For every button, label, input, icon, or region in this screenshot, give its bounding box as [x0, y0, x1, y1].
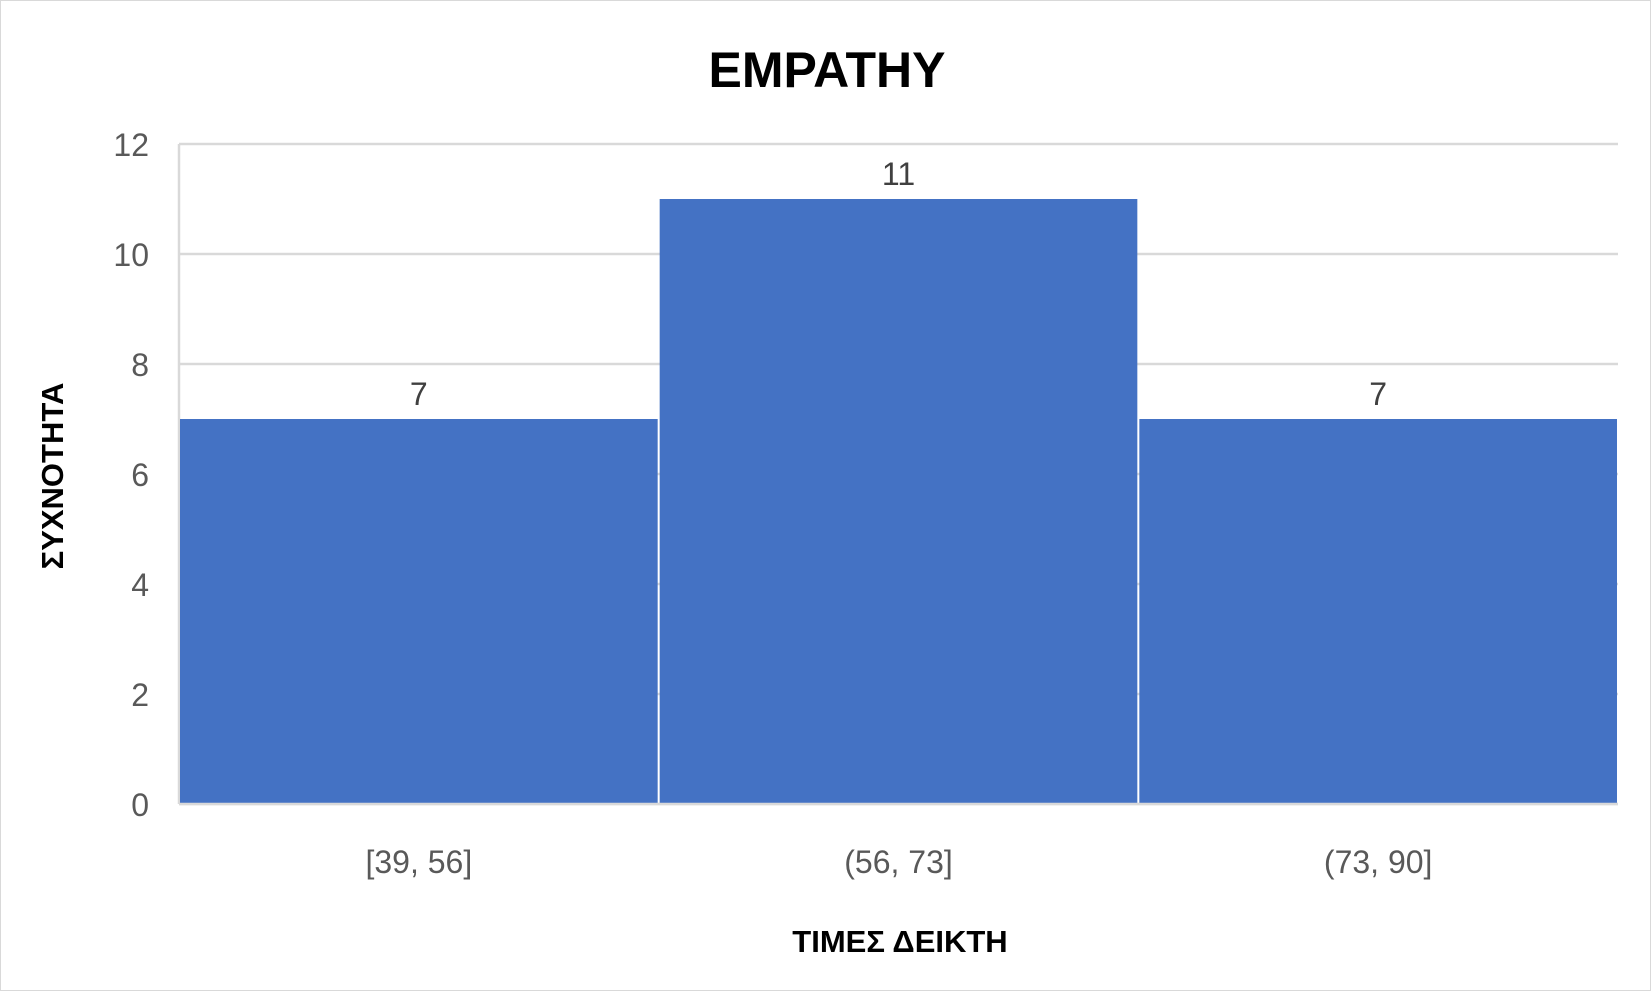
x-axis-ticks: [39, 56] (56, 73] (73, 90] [365, 844, 1432, 880]
x-axis-title: ΤΙΜΕΣ ΔΕΙΚΤΗ [792, 924, 1007, 959]
bar-1 [180, 419, 658, 804]
data-label: 11 [882, 156, 915, 192]
y-tick-label: 2 [131, 677, 149, 713]
data-label: 7 [410, 376, 428, 412]
y-tick-label: 12 [113, 127, 149, 163]
y-axis-title: ΣΥΧΝΟΤΗΤΑ [35, 383, 70, 570]
x-tick-label: [39, 56] [365, 844, 472, 880]
data-labels: 7 11 7 [410, 156, 1387, 412]
y-tick-label: 8 [131, 347, 149, 383]
y-tick-label: 4 [131, 567, 149, 603]
y-axis-ticks: 0 2 4 6 8 10 12 [113, 127, 149, 823]
x-tick-label: (56, 73] [844, 844, 953, 880]
y-tick-label: 6 [131, 457, 149, 493]
x-tick-label: (73, 90] [1324, 844, 1433, 880]
bar-3 [1139, 419, 1617, 804]
chart-title: EMPATHY [708, 42, 945, 98]
y-tick-label: 10 [113, 237, 149, 273]
bars [179, 199, 1618, 806]
y-tick-label: 0 [131, 787, 149, 823]
data-label: 7 [1369, 376, 1387, 412]
bar-2 [659, 199, 1138, 804]
